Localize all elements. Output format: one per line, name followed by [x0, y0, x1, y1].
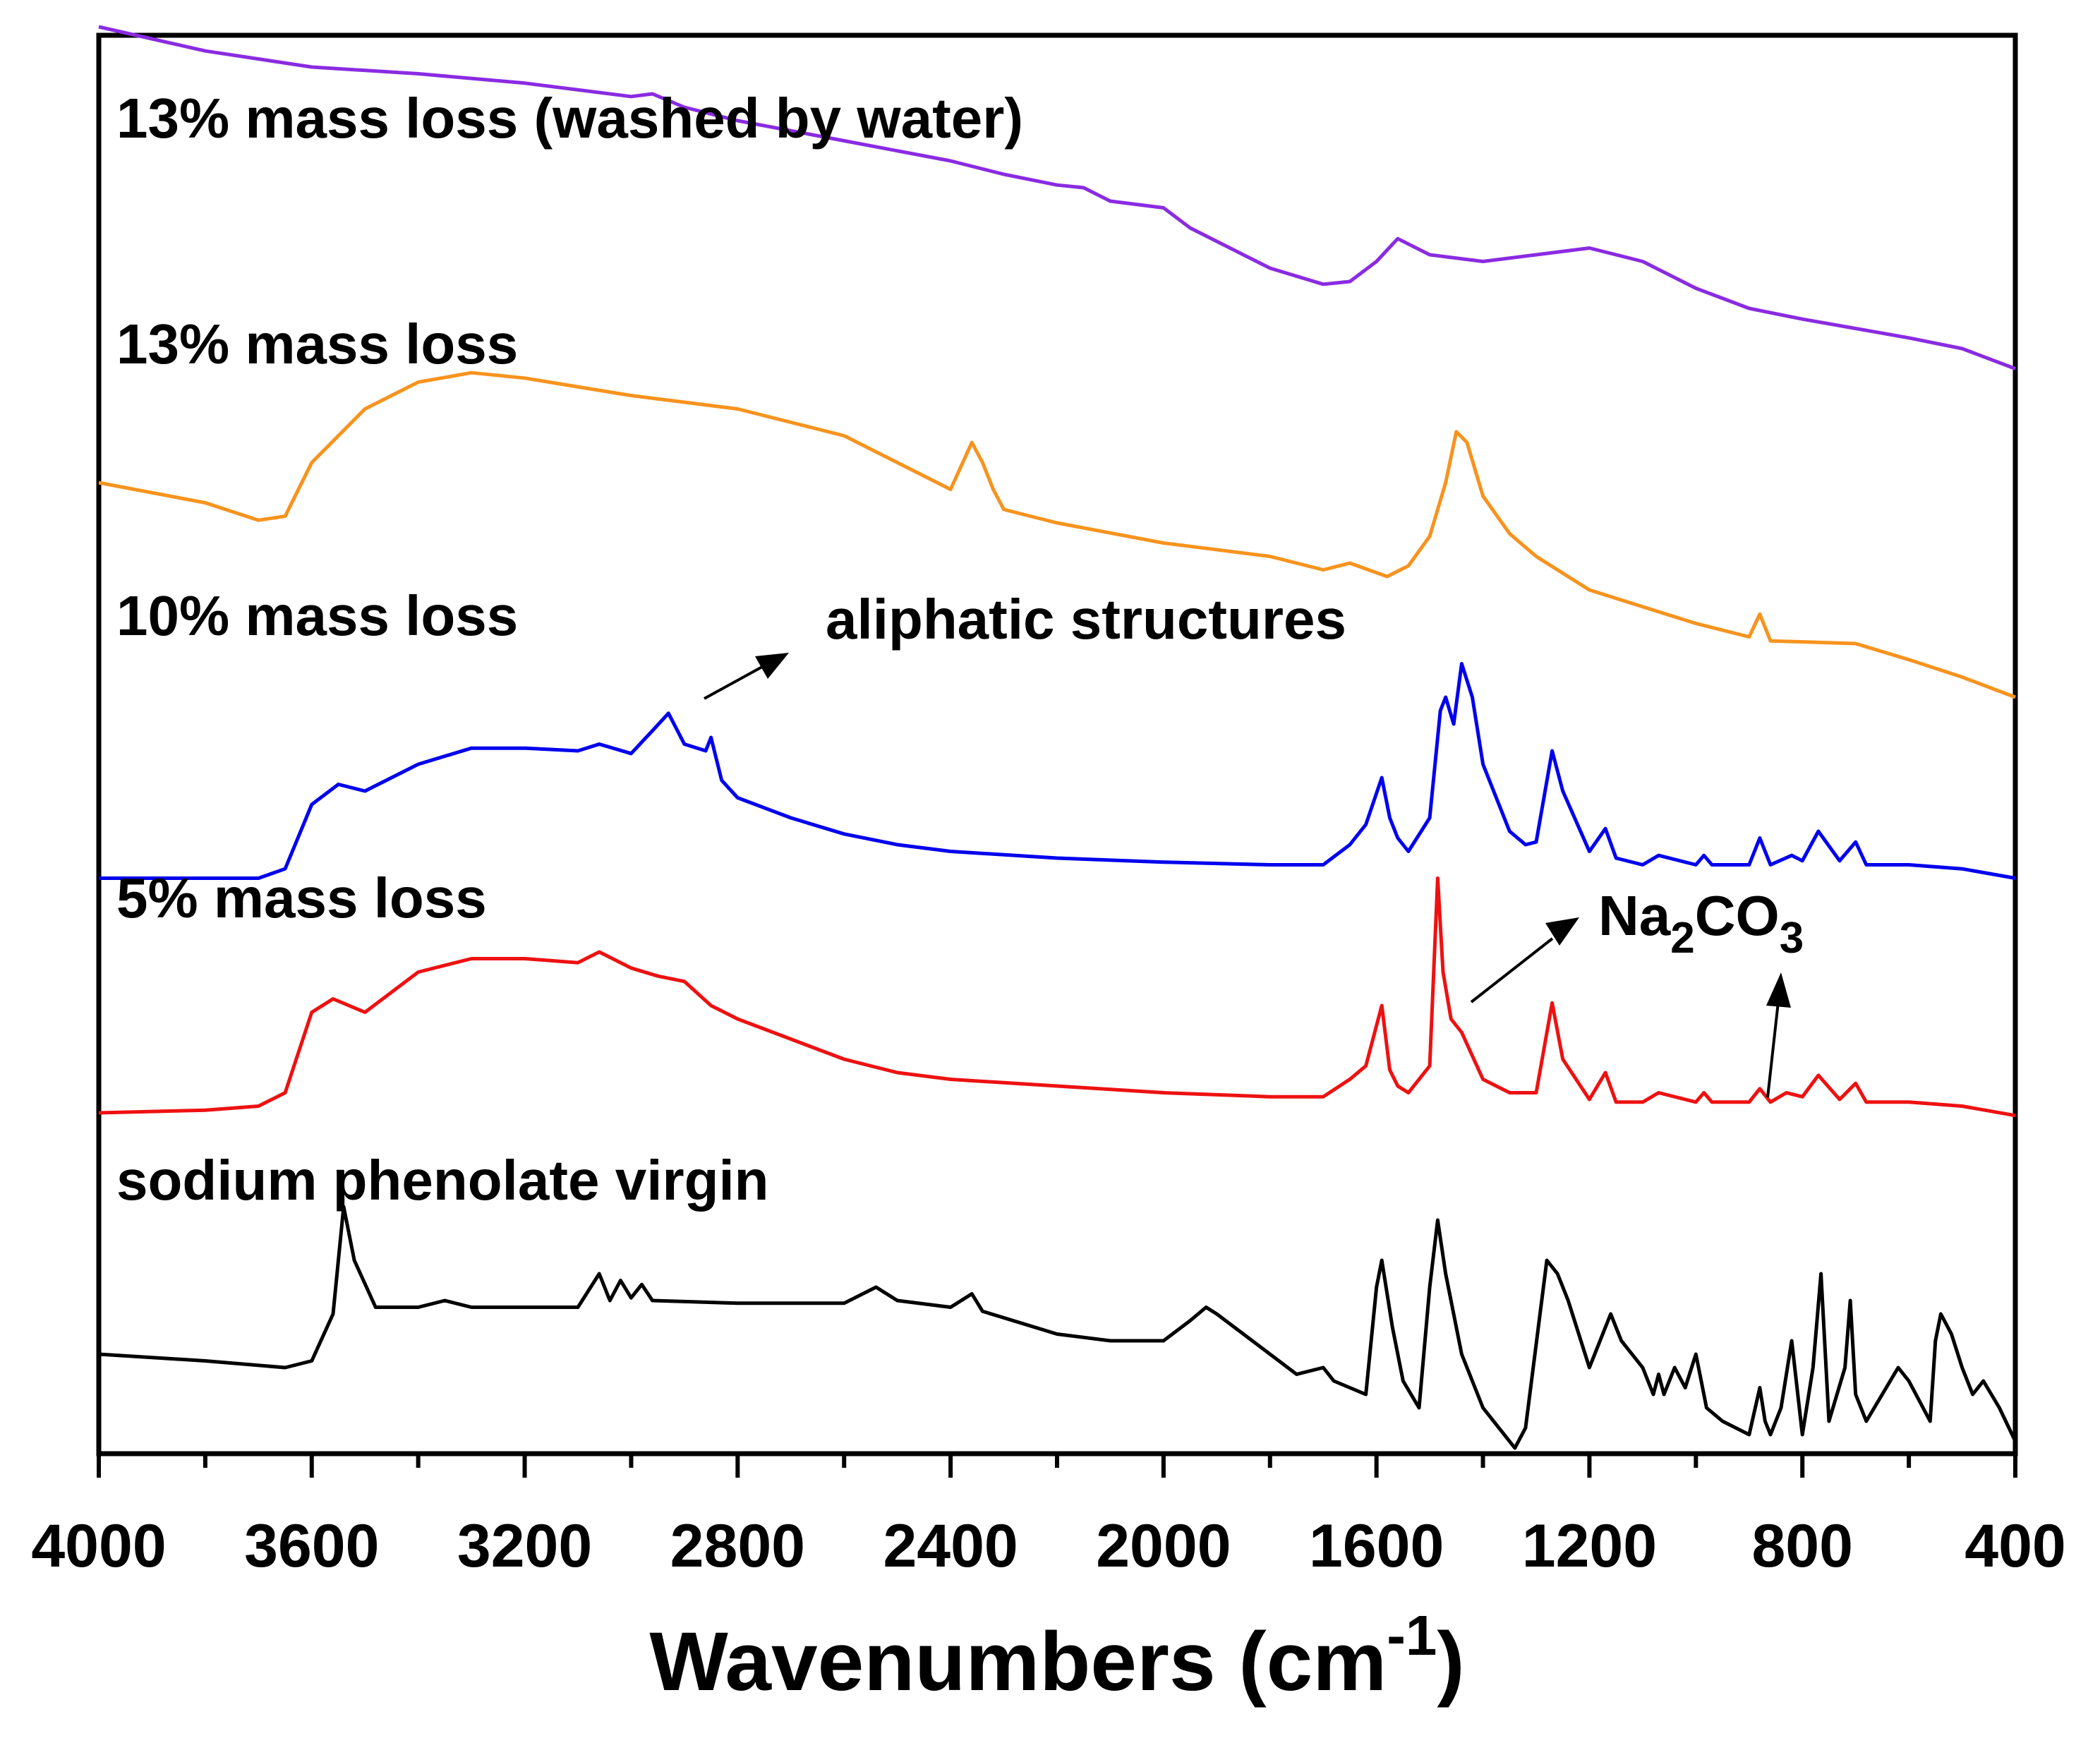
annotation-na2co3: Na2CO3 [1598, 884, 1804, 963]
x-axis-title-close: ) [1437, 1615, 1464, 1708]
x-tick-label-1200: 1200 [1522, 1512, 1657, 1580]
x-tick-label-2400: 2400 [883, 1512, 1018, 1580]
x-tick-label-1600: 1600 [1309, 1512, 1444, 1580]
series-label-washed: 13% mass loss (washed by water) [116, 87, 1023, 150]
x-axis-title-main: Wavenumbers (cm [649, 1615, 1387, 1708]
na2co3-na: Na [1598, 884, 1671, 947]
x-tick-label-3600: 3600 [244, 1512, 379, 1580]
series-layer [98, 25, 2017, 1450]
plot-frame [96, 32, 2018, 1456]
series-label-10: 10% mass loss [116, 584, 518, 647]
series-label-13: 13% mass loss [116, 313, 518, 375]
annotation-aliphatic: aliphatic structures [826, 588, 1346, 651]
series-label-virgin: sodium phenolate virgin [116, 1149, 769, 1212]
x-tick-label-2800: 2800 [670, 1512, 805, 1580]
x-axis-title: Wavenumbers (cm-1) [649, 1604, 1464, 1708]
x-axis-ticks: 4000 3600 3200 2800 2400 2000 1600 1200 800 400 [31, 1454, 2066, 1580]
arrow-na2co3-main [1470, 917, 1579, 1003]
x-tick-label-4000: 4000 [31, 1512, 166, 1580]
x-axis-title-superscript: -1 [1387, 1604, 1437, 1667]
na2co3-sub-2: 2 [1670, 914, 1694, 963]
series-line-4 [98, 1205, 2017, 1450]
series-line-2 [99, 662, 2016, 880]
series-line-1 [98, 370, 2016, 699]
x-tick-label-800: 800 [1751, 1512, 1853, 1580]
na2co3-co: CO [1695, 884, 1780, 947]
x-tick-label-2000: 2000 [1096, 1512, 1231, 1580]
series-label-5: 5% mass loss [116, 867, 487, 929]
x-tick-label-400: 400 [1965, 1512, 2066, 1580]
series-line-0 [98, 25, 2016, 370]
na2co3-sub-3: 3 [1780, 914, 1804, 963]
arrow-na2co3-secondary [1766, 972, 1791, 1098]
x-tick-label-3200: 3200 [457, 1512, 592, 1580]
arrow-aliphatic [704, 653, 789, 700]
series-line-3 [98, 876, 2016, 1118]
